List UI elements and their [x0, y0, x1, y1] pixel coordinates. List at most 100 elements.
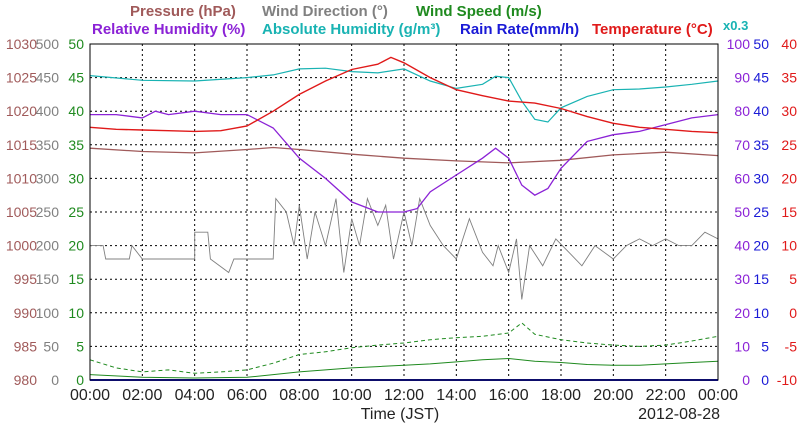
axis-tick-rain-rate: 0 [761, 372, 769, 388]
x-tick-label: 06:00 [227, 387, 267, 404]
x-tick-label: 18:00 [541, 387, 581, 404]
axis-tick-temperature: -10 [777, 372, 797, 388]
series-wind-direction [90, 196, 719, 300]
axis-tick-wind-speed: 45 [68, 70, 84, 86]
x-tick-label: 10:00 [332, 387, 372, 404]
legend-temperature: Temperature (°C) [592, 21, 713, 38]
x-tick-label: 04:00 [175, 387, 215, 404]
axis-tick-wind-direction: 0 [51, 372, 59, 388]
x-axis-label: Time (JST) [361, 406, 440, 423]
axis-tick-pressure: 1025 [6, 70, 37, 86]
axis-tick-rain-rate: 25 [753, 204, 769, 220]
axis-tick-rain-rate: 35 [753, 137, 769, 153]
axis-tick-relative-humidity: 50 [734, 204, 750, 220]
axis-tick-wind-speed: 10 [68, 305, 84, 321]
axis-tick-relative-humidity: 20 [734, 305, 750, 321]
axis-tick-wind-speed: 40 [68, 103, 84, 119]
axis-labels: 9809859909951000100510101015102010251030… [6, 36, 797, 388]
axis-tick-temperature: 25 [781, 137, 797, 153]
axis-tick-rain-rate: 5 [761, 338, 769, 354]
series-wind-speed-peak [89, 322, 719, 374]
axis-tick-wind-speed: 20 [68, 238, 84, 254]
series-wind-speed-mean [89, 357, 719, 379]
x-tick-label: 14:00 [436, 387, 476, 404]
axis-tick-pressure: 985 [14, 338, 38, 354]
axis-tick-wind-direction: 350 [36, 137, 60, 153]
axis-tick-wind-direction: 150 [36, 271, 60, 287]
axis-tick-wind-speed: 25 [68, 204, 84, 220]
x-tick-label: 02:00 [122, 387, 162, 404]
axis-tick-pressure: 1030 [6, 36, 37, 52]
axis-tick-temperature: 15 [781, 204, 797, 220]
x-tick-label: 12:00 [384, 387, 424, 404]
axis-tick-relative-humidity: 60 [734, 170, 750, 186]
axis-tick-wind-speed: 30 [68, 170, 84, 186]
axis-tick-relative-humidity: 70 [734, 137, 750, 153]
axis-tick-temperature: 20 [781, 170, 797, 186]
plot-frame [89, 43, 719, 381]
axis-tick-wind-speed: 0 [76, 372, 84, 388]
plot-grid [90, 44, 718, 380]
axis-tick-rain-rate: 30 [753, 170, 769, 186]
x-tick-label: 22:00 [646, 387, 686, 404]
axis-tick-wind-speed: 50 [68, 36, 84, 52]
legend-wind-speed: Wind Speed (m/s) [416, 3, 542, 20]
axis-tick-relative-humidity: 10 [734, 338, 750, 354]
axis-tick-relative-humidity: 40 [734, 238, 750, 254]
axis-tick-wind-direction: 250 [36, 204, 60, 220]
legend-abs-humidity-scale: x0.3 [723, 18, 748, 33]
legend-rain-rate: Rain Rate(mm/h) [460, 21, 579, 38]
x-tick-label: 08:00 [279, 387, 319, 404]
legend: Pressure (hPa) Wind Direction (°) Wind S… [92, 3, 748, 38]
axis-tick-rain-rate: 10 [753, 305, 769, 321]
axis-tick-pressure: 980 [14, 372, 38, 388]
axis-tick-wind-direction: 100 [36, 305, 60, 321]
axis-tick-wind-speed: 35 [68, 137, 84, 153]
legend-wind-direction: Wind Direction (°) [262, 3, 388, 20]
axis-tick-pressure: 1000 [6, 238, 37, 254]
axis-tick-rain-rate: 40 [753, 103, 769, 119]
legend-absolute-humidity: Absolute Humidity (g/m³) [262, 21, 440, 38]
x-tick-label: 20:00 [593, 387, 633, 404]
axis-tick-temperature: 35 [781, 70, 797, 86]
axis-tick-temperature: 40 [781, 36, 797, 52]
axis-tick-rain-rate: 50 [753, 36, 769, 52]
axis-tick-wind-direction: 500 [36, 36, 60, 52]
plot-series [89, 56, 719, 381]
axis-tick-relative-humidity: 30 [734, 271, 750, 287]
axis-tick-wind-speed: 15 [68, 271, 84, 287]
x-axis-ticks: 00:00 02:00 04:00 06:00 08:00 10:00 12:00 14:00… [70, 387, 738, 404]
x-tick-label: 16:00 [489, 387, 529, 404]
axis-tick-rain-rate: 15 [753, 271, 769, 287]
axis-tick-relative-humidity: 100 [727, 36, 751, 52]
axis-tick-pressure: 1015 [6, 137, 37, 153]
axis-tick-rain-rate: 20 [753, 238, 769, 254]
axis-tick-relative-humidity: 90 [734, 70, 750, 86]
axis-tick-pressure: 1020 [6, 103, 37, 119]
axis-tick-rain-rate: 45 [753, 70, 769, 86]
axis-tick-wind-direction: 400 [36, 103, 60, 119]
axis-tick-pressure: 1005 [6, 204, 37, 220]
axis-tick-temperature: -5 [785, 338, 798, 354]
series-absolute-humidity [89, 67, 719, 123]
axis-tick-temperature: 10 [781, 238, 797, 254]
chart-date: 2012-08-28 [638, 406, 720, 423]
axis-tick-pressure: 990 [14, 305, 38, 321]
axis-tick-wind-speed: 5 [76, 338, 84, 354]
axis-tick-temperature: 0 [789, 305, 797, 321]
axis-tick-wind-direction: 200 [36, 238, 60, 254]
axis-tick-relative-humidity: 80 [734, 103, 750, 119]
axis-tick-wind-direction: 300 [36, 170, 60, 186]
axis-tick-pressure: 1010 [6, 170, 37, 186]
legend-pressure: Pressure (hPa) [130, 3, 236, 20]
axis-tick-temperature: 30 [781, 103, 797, 119]
axis-tick-relative-humidity: 0 [742, 372, 750, 388]
legend-relative-humidity: Relative Humidity (%) [92, 21, 245, 38]
axis-tick-temperature: 5 [789, 271, 797, 287]
series-relative-humidity [90, 110, 719, 213]
series-pressure [89, 146, 719, 164]
x-tick-label: 00:00 [698, 387, 738, 404]
x-tick-label: 00:00 [70, 387, 110, 404]
axis-tick-pressure: 995 [14, 271, 38, 287]
